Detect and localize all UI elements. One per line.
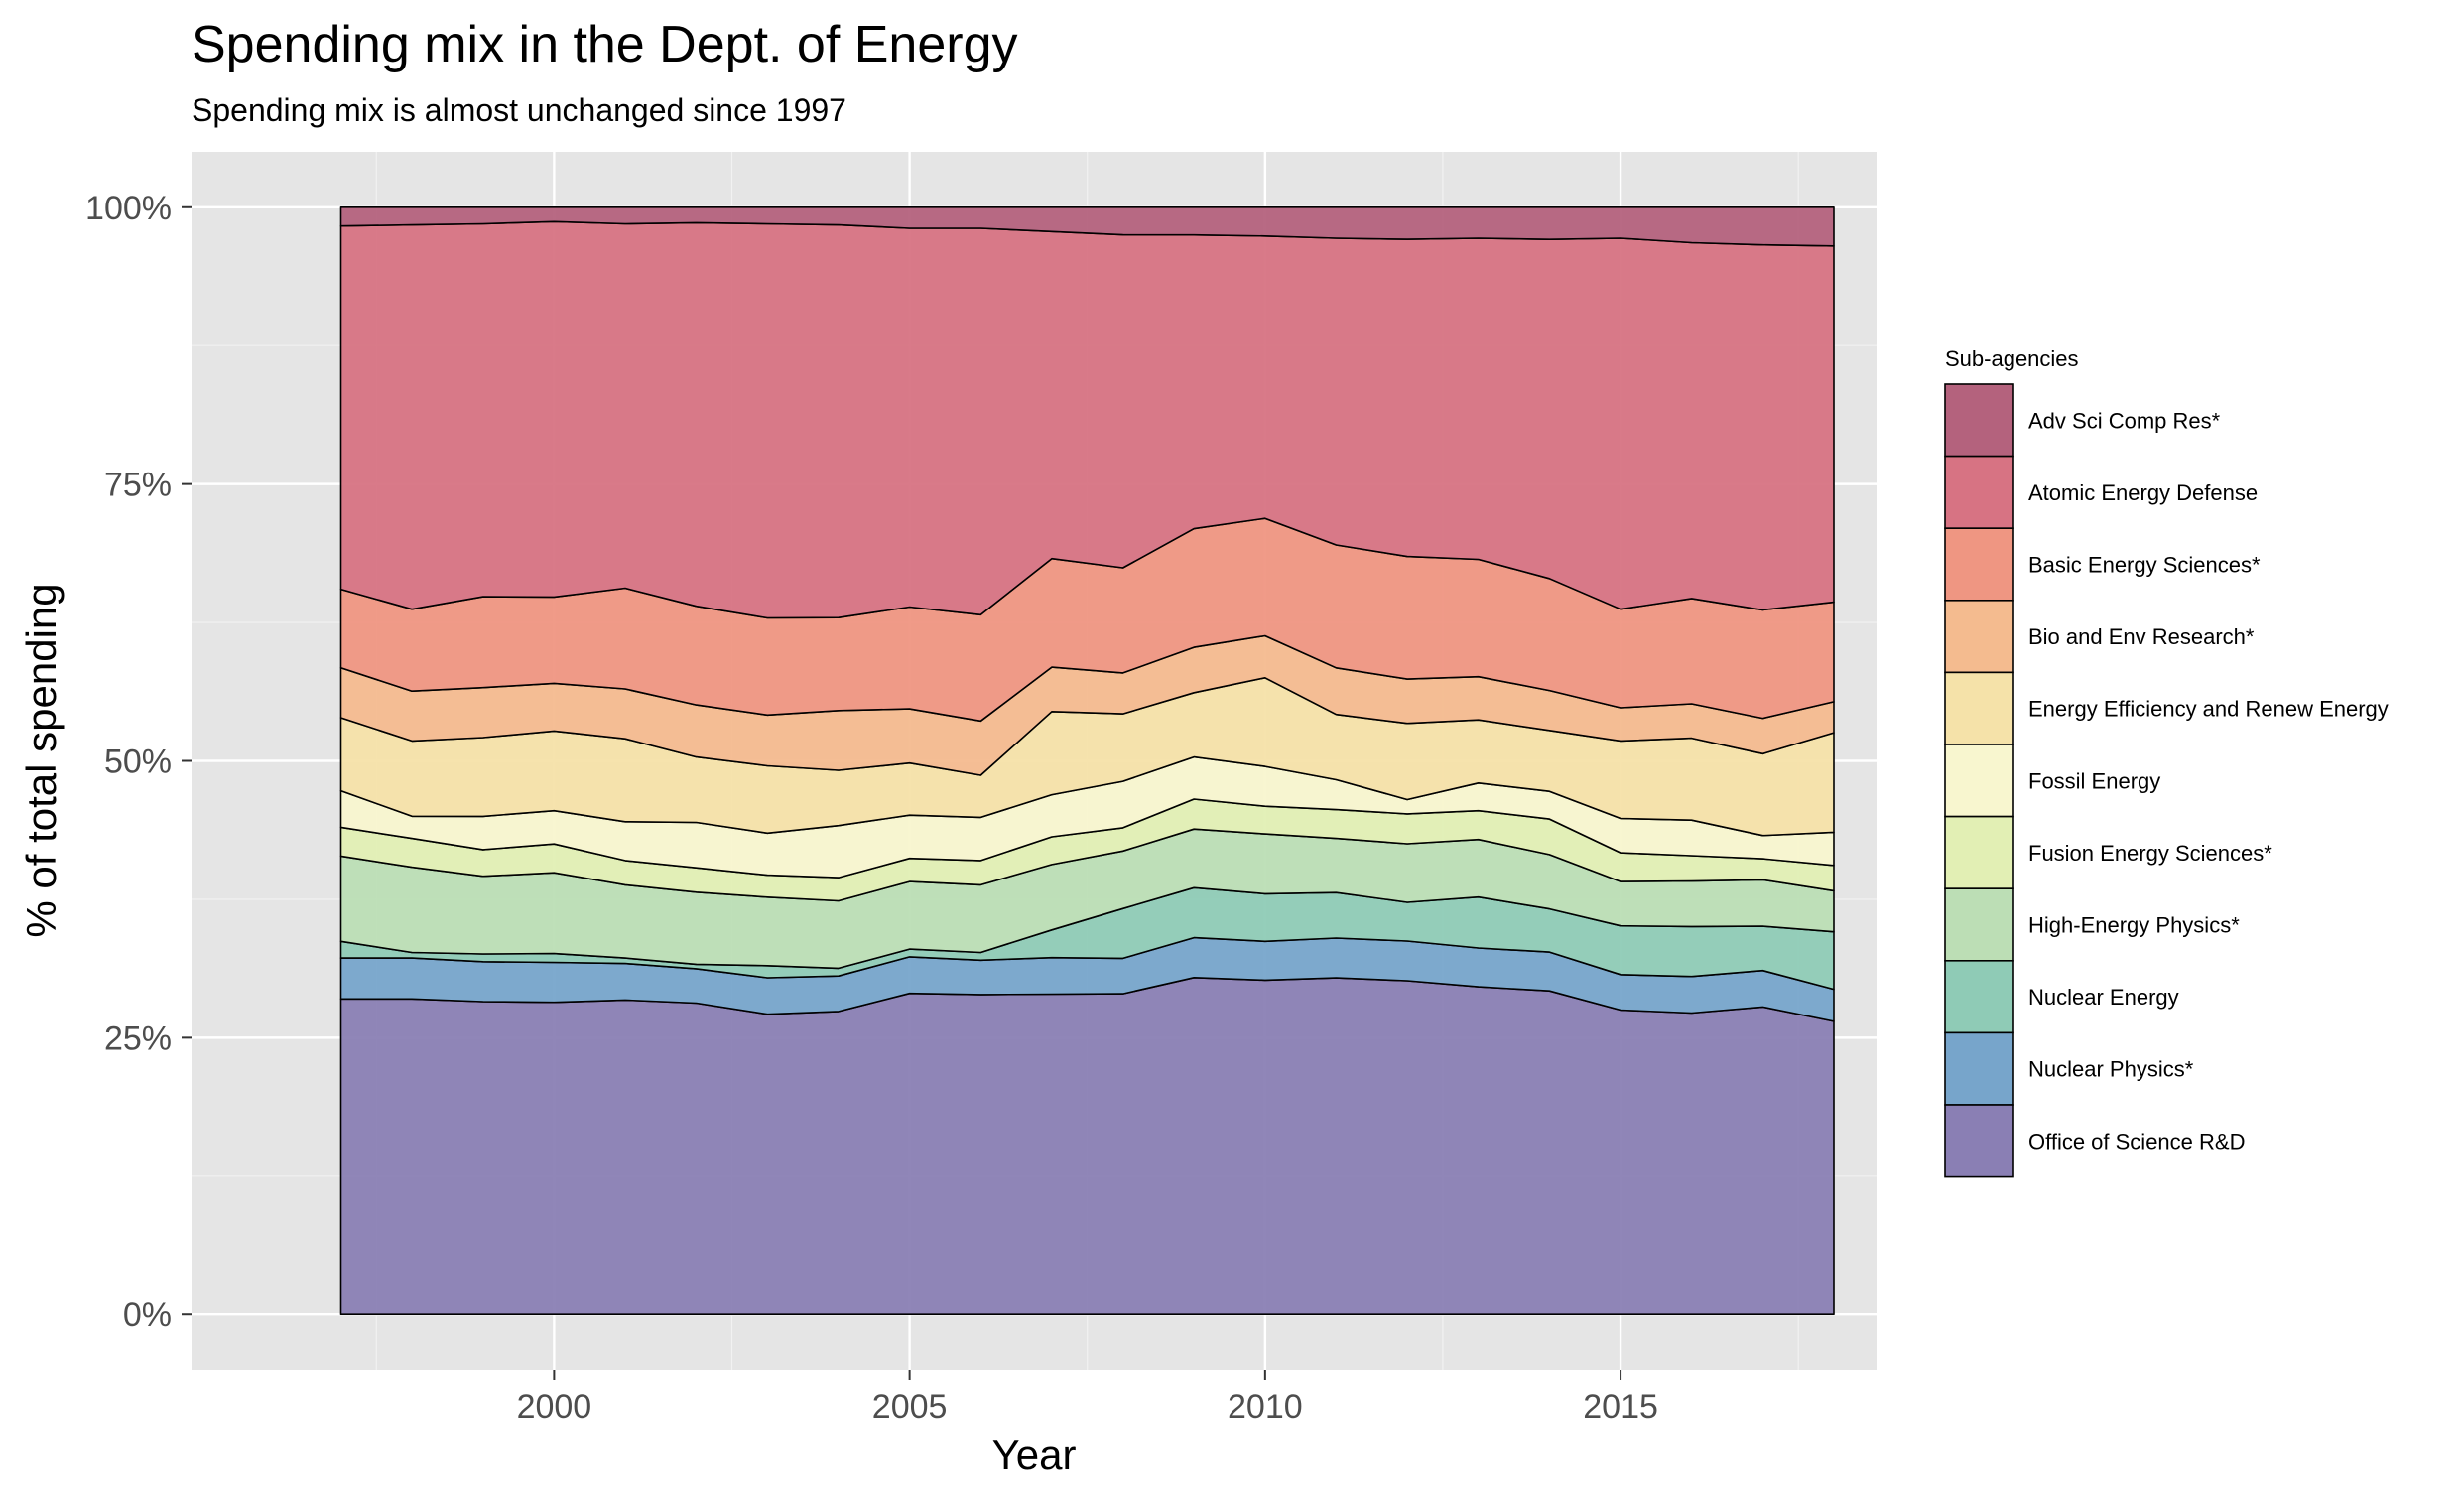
legend-label-basic-energy-sciences: Basic Energy Sciences* — [2028, 553, 2261, 578]
area-adv-sci-comp-res — [339, 206, 1835, 247]
legend-label-office-of-science-r-d: Office of Science R&D — [2028, 1129, 2245, 1153]
y-tick-label: 75% — [104, 467, 172, 504]
area-layer — [339, 206, 1835, 1315]
area-atomic-energy-defense — [339, 220, 1835, 619]
legend-key-nuclear-physics — [1944, 1031, 2014, 1106]
legend-key-office-of-science-r-d — [1944, 1104, 2014, 1178]
legend-key-nuclear-energy — [1944, 959, 2014, 1034]
legend-key-atomic-energy-defense — [1944, 455, 2014, 530]
y-tick-label: 100% — [85, 190, 172, 227]
legend-key-fusion-energy-sciences — [1944, 815, 2014, 889]
y-tick-label: 25% — [104, 1019, 172, 1057]
y-axis-title: % of total spending — [18, 583, 65, 937]
legend-label-energy-efficiency-and-renew-energy: Energy Efficiency and Renew Energy — [2028, 697, 2389, 722]
chart-title: Spending mix in the Dept. of Energy — [192, 16, 1017, 73]
y-tick-label: 50% — [104, 744, 172, 781]
legend-key-fossil-energy — [1944, 744, 2014, 818]
legend-key-bio-and-env-research — [1944, 599, 2014, 674]
chart-subtitle: Spending mix is almost unchanged since 1… — [192, 92, 846, 128]
legend-label-high-energy-physics: High-Energy Physics* — [2028, 913, 2240, 938]
x-tick-label: 2010 — [1228, 1388, 1303, 1425]
legend-title: Sub-agencies — [1945, 346, 2079, 371]
legend-key-high-energy-physics — [1944, 887, 2014, 962]
y-axis: 0% 25% 50% 75% 100% — [85, 190, 192, 1334]
legend-label-adv-sci-comp-res: Adv Sci Comp Res* — [2028, 408, 2221, 433]
legend-label-atomic-energy-defense: Atomic Energy Defense — [2028, 480, 2258, 505]
x-tick-label: 2000 — [517, 1388, 592, 1425]
legend-label-fossil-energy: Fossil Energy — [2028, 768, 2160, 793]
legend-label-nuclear-physics: Nuclear Physics* — [2028, 1057, 2194, 1082]
legend-label-bio-and-env-research: Bio and Env Research* — [2028, 624, 2255, 649]
x-axis-title: Year — [992, 1431, 1077, 1478]
legend-label-fusion-energy-sciences: Fusion Energy Sciences* — [2028, 841, 2272, 866]
legend: Sub-agencies Adv Sci Comp Res* Atomic Ene… — [1944, 346, 2389, 1178]
y-tick-label: 0% — [123, 1296, 172, 1334]
legend-key-adv-sci-comp-res — [1944, 383, 2014, 458]
legend-key-basic-energy-sciences — [1944, 527, 2014, 602]
x-axis: 2000 2005 2010 2015 — [517, 1370, 1658, 1425]
x-tick-label: 2015 — [1583, 1388, 1658, 1425]
area-office-of-science-r-d — [339, 977, 1835, 1315]
x-tick-label: 2005 — [872, 1388, 948, 1425]
legend-label-nuclear-energy: Nuclear Energy — [2028, 985, 2179, 1010]
legend-key-energy-efficiency-and-renew-energy — [1944, 671, 2014, 745]
